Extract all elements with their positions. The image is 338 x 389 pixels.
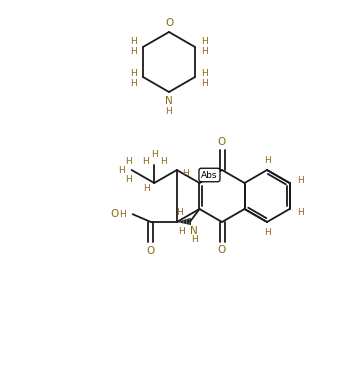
Text: H: H (166, 107, 172, 116)
Text: H: H (264, 156, 270, 165)
Text: H: H (160, 157, 167, 166)
Text: H: H (130, 37, 137, 46)
Text: Abs: Abs (201, 170, 218, 179)
Text: H: H (125, 175, 132, 184)
Text: N: N (190, 226, 198, 235)
Text: H: H (297, 175, 304, 184)
Text: H: H (118, 165, 125, 175)
Text: H: H (125, 156, 132, 165)
Text: H: H (297, 207, 304, 217)
Text: N: N (165, 96, 173, 106)
Text: H: H (201, 79, 208, 88)
Text: H: H (119, 210, 126, 219)
Text: H: H (201, 68, 208, 77)
Text: H: H (178, 226, 185, 235)
Text: O: O (111, 209, 119, 219)
Text: H: H (130, 47, 137, 56)
Text: H: H (130, 79, 137, 88)
Text: H: H (201, 47, 208, 56)
Text: H: H (183, 168, 189, 177)
Text: O: O (218, 245, 226, 255)
Text: H: H (176, 207, 183, 217)
Text: H: H (130, 68, 137, 77)
Text: H: H (143, 184, 150, 193)
Text: H: H (201, 37, 208, 46)
Text: H: H (142, 157, 149, 166)
Text: H: H (151, 150, 158, 159)
Text: O: O (147, 245, 155, 256)
Text: O: O (218, 137, 226, 147)
Text: O: O (165, 18, 173, 28)
Text: H: H (264, 228, 270, 237)
Text: H: H (191, 235, 197, 244)
